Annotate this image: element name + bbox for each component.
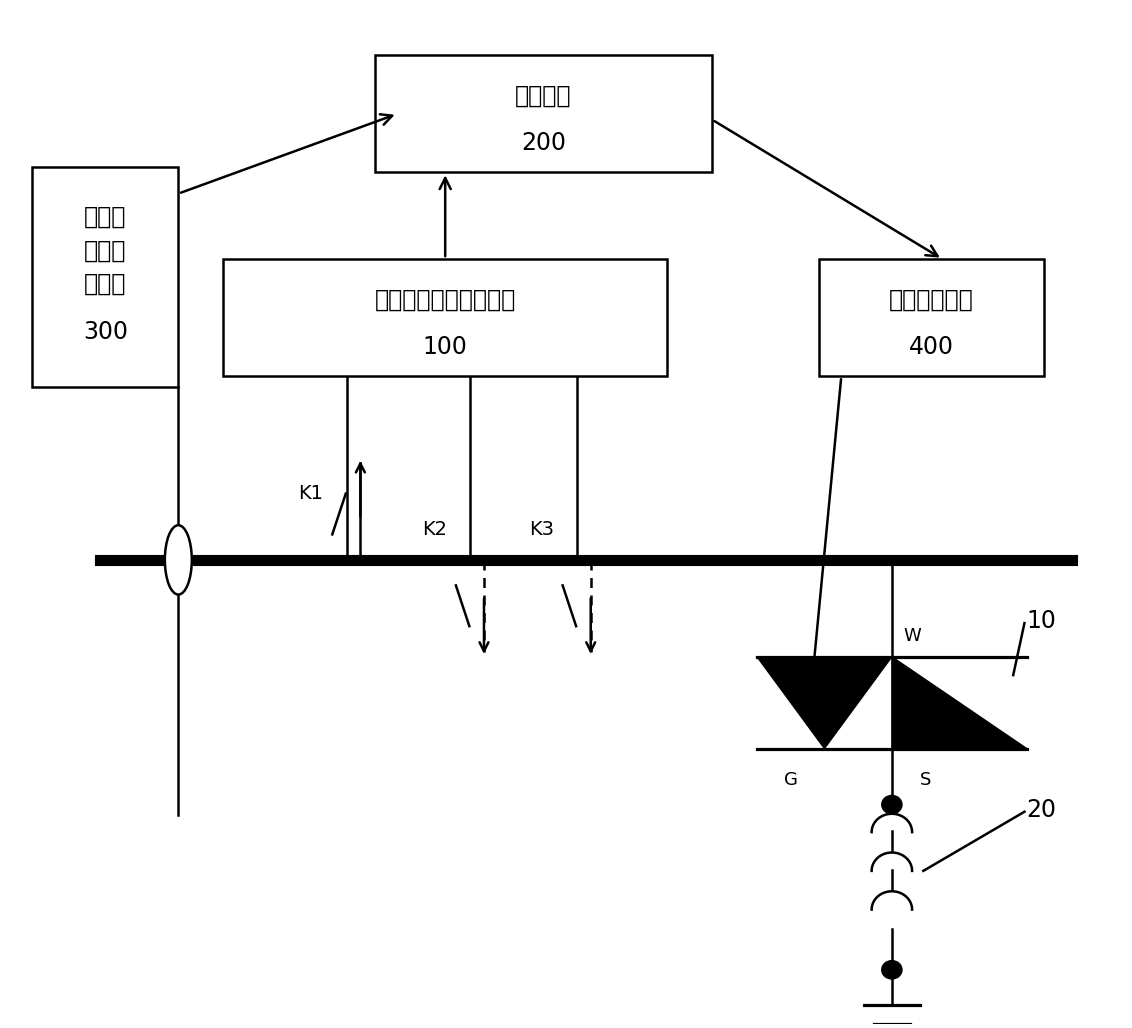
Text: 200: 200 <box>521 132 566 155</box>
Text: 保护开关状态获取元件: 保护开关状态获取元件 <box>375 288 516 313</box>
Text: 控制元件: 控制元件 <box>515 84 572 108</box>
Text: 电压获
取及处
理元件: 电压获 取及处 理元件 <box>84 206 127 296</box>
Circle shape <box>882 960 902 979</box>
Ellipse shape <box>165 525 191 594</box>
Text: 10: 10 <box>1027 609 1056 633</box>
Text: 300: 300 <box>83 320 128 343</box>
Text: 100: 100 <box>422 335 468 359</box>
Text: G: G <box>783 771 798 788</box>
Text: K1: K1 <box>299 484 324 503</box>
Polygon shape <box>757 657 892 748</box>
Text: 400: 400 <box>909 335 953 359</box>
FancyBboxPatch shape <box>818 259 1044 376</box>
Text: K3: K3 <box>529 520 554 539</box>
Text: W: W <box>903 626 921 645</box>
Polygon shape <box>892 657 1027 748</box>
Text: K2: K2 <box>422 520 447 539</box>
FancyBboxPatch shape <box>223 259 667 376</box>
Text: S: S <box>920 771 932 788</box>
Text: 20: 20 <box>1027 798 1056 821</box>
Text: 指令驱动元件: 指令驱动元件 <box>889 288 974 313</box>
Circle shape <box>882 796 902 814</box>
FancyBboxPatch shape <box>32 168 179 387</box>
FancyBboxPatch shape <box>375 56 712 173</box>
